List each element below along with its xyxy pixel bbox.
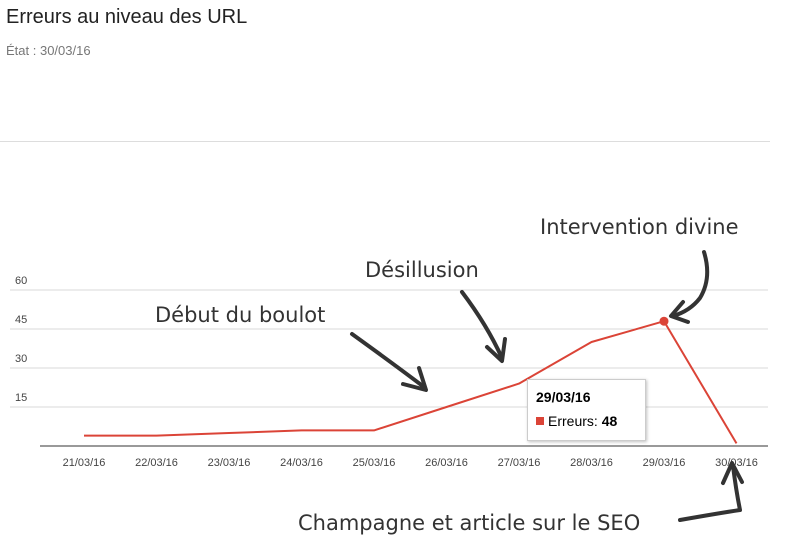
arrow-icon [678,461,744,522]
tooltip-row: Erreurs: 48 [536,413,617,429]
data-point[interactable] [517,382,521,386]
tooltip: 29/03/16 Erreurs: 48 [527,379,646,441]
tooltip-value: 48 [601,413,618,429]
data-point[interactable] [82,434,86,438]
page-title: Erreurs au niveau des URL [6,6,248,28]
annotation-debut-du-boulot: Début du boulot [155,303,325,327]
x-tick-label: 21/03/16 [63,457,106,469]
x-tick-label: 29/03/16 [643,457,686,469]
data-point[interactable] [372,428,376,432]
y-tick-label: 60 [15,275,27,287]
x-tick-label: 27/03/16 [498,457,541,469]
arrow-icon [460,290,507,363]
arrow-icon [669,250,710,324]
annotation-intervention-divine: Intervention divine [540,215,739,239]
y-axis-ticks: 15 30 45 60 [15,275,27,404]
x-tick-label: 28/03/16 [570,457,613,469]
data-point[interactable] [300,428,304,432]
legend-swatch [536,417,544,425]
data-point[interactable] [227,431,231,435]
x-tick-label: 25/03/16 [353,457,396,469]
x-tick-label: 24/03/16 [280,457,323,469]
x-axis-ticks: 21/03/16 22/03/16 23/03/16 24/03/16 25/03/16… [63,457,758,469]
x-tick-label: 30/03/16 [715,457,758,469]
y-tick-label: 45 [15,314,27,326]
data-point[interactable] [155,434,159,438]
data-point[interactable] [735,441,739,445]
y-tick-label: 15 [15,392,27,404]
tooltip-date: 29/03/16 [536,389,591,405]
divider [0,141,770,142]
highlighted-data-point[interactable] [659,316,669,326]
annotation-desillusion: Désillusion [365,258,479,282]
status-date: État : 30/03/16 [6,43,91,58]
grid [10,289,768,447]
series-erreurs [82,316,739,445]
data-point[interactable] [590,340,594,344]
arrow-icon [350,332,428,392]
x-tick-label: 22/03/16 [135,457,178,469]
annotation-champagne: Champagne et article sur le SEO [298,511,640,535]
tooltip-label: Erreurs: [548,413,598,429]
x-tick-label: 23/03/16 [208,457,251,469]
series-line [84,320,738,444]
x-tick-label: 26/03/16 [425,457,468,469]
y-tick-label: 30 [15,353,27,365]
data-point[interactable] [445,405,449,409]
